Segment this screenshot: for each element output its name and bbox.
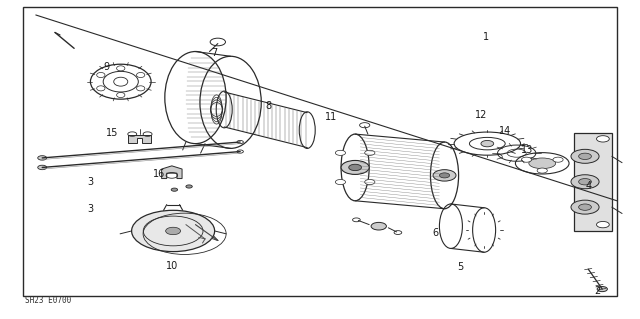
Polygon shape	[162, 166, 182, 179]
Circle shape	[38, 156, 47, 160]
Circle shape	[132, 210, 214, 252]
Circle shape	[38, 165, 47, 170]
Circle shape	[596, 136, 609, 142]
Text: 3: 3	[87, 204, 93, 214]
Text: 5: 5	[458, 263, 463, 272]
Circle shape	[571, 149, 599, 163]
Circle shape	[186, 185, 192, 188]
Circle shape	[365, 180, 375, 185]
Circle shape	[440, 173, 450, 178]
Text: 4: 4	[585, 182, 591, 191]
Circle shape	[579, 153, 591, 160]
Text: 10: 10	[166, 261, 178, 271]
Circle shape	[172, 188, 177, 191]
Circle shape	[597, 286, 607, 292]
Circle shape	[166, 227, 180, 235]
Text: 14: 14	[499, 126, 511, 136]
Circle shape	[365, 150, 375, 155]
Circle shape	[579, 179, 591, 185]
Circle shape	[371, 222, 387, 230]
Text: 1: 1	[483, 32, 489, 42]
Text: 15: 15	[106, 128, 118, 137]
Circle shape	[522, 157, 532, 162]
Circle shape	[571, 175, 599, 189]
Circle shape	[579, 204, 591, 210]
Text: 13: 13	[522, 145, 534, 155]
Text: 11: 11	[325, 112, 338, 122]
Circle shape	[433, 170, 456, 181]
Text: 3: 3	[87, 177, 93, 187]
Circle shape	[341, 160, 369, 174]
Text: 12: 12	[475, 110, 487, 120]
Circle shape	[349, 164, 362, 171]
Circle shape	[571, 200, 599, 214]
Polygon shape	[129, 135, 152, 143]
Text: 7: 7	[211, 48, 218, 58]
Text: 2: 2	[595, 286, 601, 296]
Text: 8: 8	[266, 100, 272, 110]
Circle shape	[537, 168, 547, 173]
Text: 16: 16	[153, 169, 165, 179]
Circle shape	[335, 150, 346, 155]
Ellipse shape	[529, 158, 556, 169]
Circle shape	[335, 180, 346, 185]
Text: 6: 6	[432, 227, 438, 238]
Polygon shape	[573, 132, 612, 231]
Circle shape	[553, 157, 563, 162]
Circle shape	[481, 140, 493, 147]
Text: SH23 E0700: SH23 E0700	[25, 296, 71, 305]
Circle shape	[596, 221, 609, 228]
Text: 9: 9	[103, 63, 109, 72]
